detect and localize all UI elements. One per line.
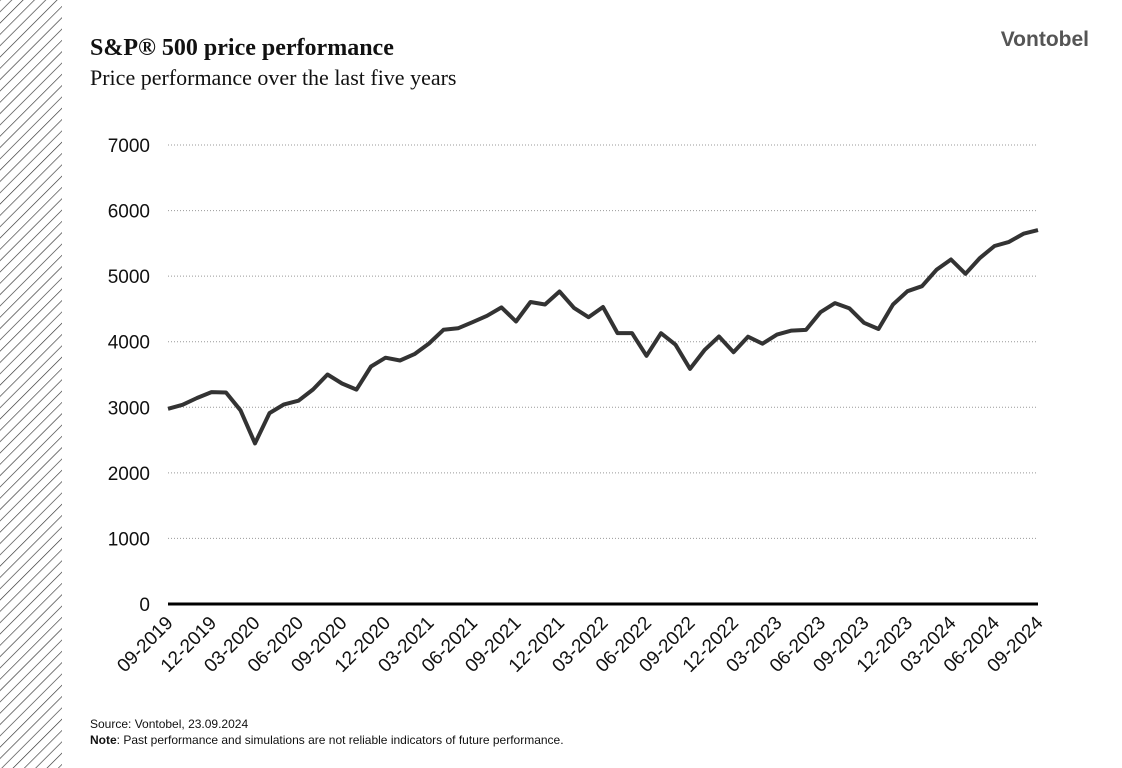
y-tick-label: 7000 [108,136,150,157]
y-tick-label: 3000 [108,398,150,419]
note: Note: Past performance and simulations a… [90,733,564,747]
y-tick-label: 2000 [108,464,150,485]
price-line [167,228,1039,446]
chart-title: S&P® 500 price performance [90,35,394,61]
plot: 0100020003000400050006000700009-201912-2… [108,136,1048,677]
note-text: : Past performance and simulations are n… [117,733,564,747]
y-tick-label: 6000 [108,202,150,223]
note-label: Note [90,733,117,747]
chart-subtitle: Price performance over the last five yea… [90,65,457,90]
y-tick-label: 4000 [108,333,150,354]
y-tick-label: 5000 [108,267,150,288]
side-hatch [0,0,62,768]
brand-logo: Vontobel [1001,28,1089,51]
y-tick-label: 1000 [108,529,150,550]
source: Source: Vontobel, 23.09.2024 [90,717,248,731]
y-tick-label: 0 [139,595,150,616]
